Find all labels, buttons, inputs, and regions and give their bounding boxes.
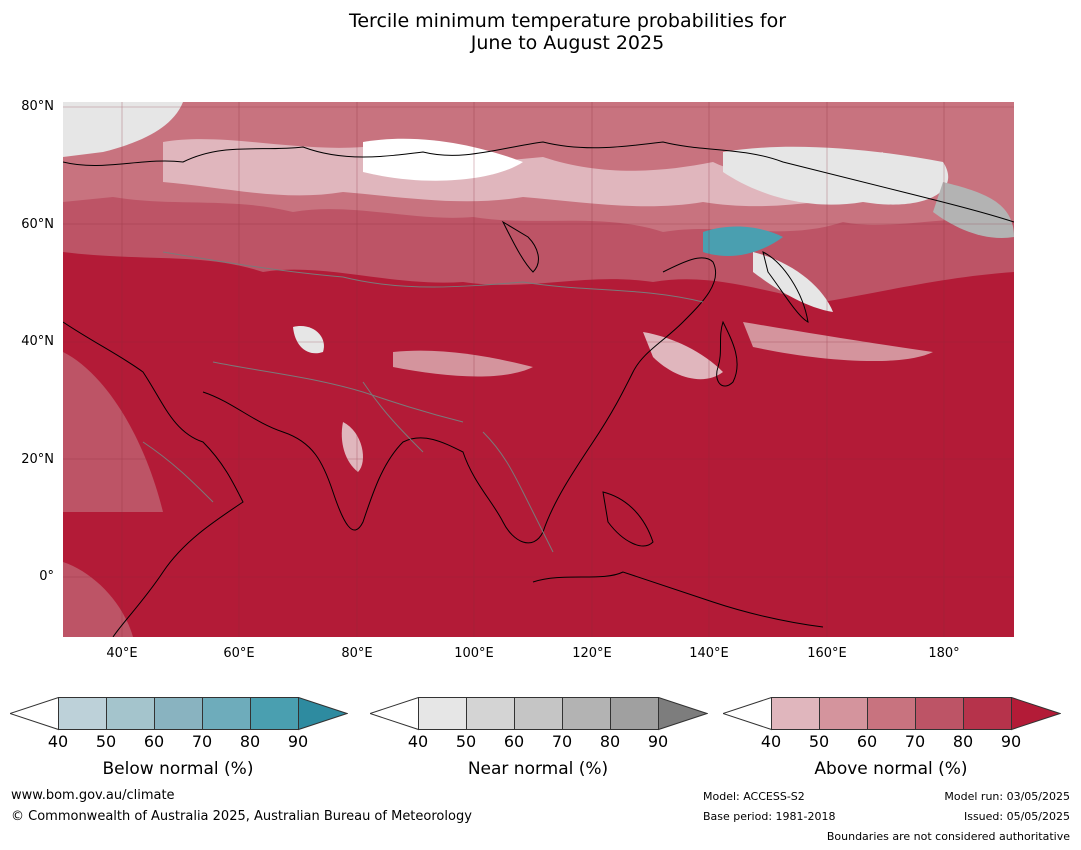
base-period: Base period: 1981-2018 [703,810,836,823]
lat-label-20n: 20°N [21,452,54,467]
zone-above-tibet [393,350,533,377]
probability-map [63,102,1014,637]
cb-above-tick: 40 [760,732,782,751]
cb-near-tick: 80 [599,732,621,751]
cb-above-tick: 50 [808,732,830,751]
colorbar-below-swatch-2 [106,697,155,730]
lon-label-180: 180° [928,646,960,661]
lat-label-80n: 80°N [21,99,54,114]
title-line-1: Tercile minimum temperature probabilitie… [348,10,787,32]
cb-below-tick: 90 [287,732,309,751]
lon-label-140e: 140°E [689,646,729,661]
colorbar-near-normal [370,697,708,731]
coastlines [63,141,1014,637]
zone-above-southwest [63,562,133,637]
colorbar-above-swatch-2 [819,697,868,730]
cb-near-tick: 60 [503,732,525,751]
issued-date: Issued: 05/05/2025 [963,810,1070,823]
map-svg [63,102,1014,637]
model-name: Model: ACCESS-S2 [703,790,805,803]
chart-title: Tercile minimum temperature probabilitie… [0,10,1081,54]
lat-label-0: 0° [39,569,54,584]
cb-below-tick: 50 [95,732,117,751]
cb-above-tick: 80 [952,732,974,751]
website-link[interactable]: www.bom.gov.au/climate [11,788,175,803]
zone-above-pacific [743,322,933,362]
zone-near-north-west [63,102,183,157]
colorbar-below-swatch-6 [298,697,348,731]
title-line-2: June to August 2025 [470,32,665,54]
graticule [63,102,1014,637]
cb-near-tick: 40 [407,732,429,751]
colorbar-above-swatch-6 [1011,697,1061,731]
cb-below-tick: 60 [143,732,165,751]
colorbar-near-swatch-3 [514,697,563,730]
cb-above-tick: 60 [856,732,878,751]
colorbar-above-swatch-0 [723,697,772,731]
boundaries-disclaimer: Boundaries are not considered authoritat… [826,830,1070,843]
colorbar-near-swatch-2 [466,697,515,730]
colorbar-below-normal [10,697,348,731]
cb-above-tick: 70 [904,732,926,751]
colorbar-near-swatch-4 [562,697,611,730]
model-run-date: Model run: 03/05/2025 [944,790,1070,803]
lon-label-160e: 160°E [807,646,847,661]
cb-below-tick: 40 [47,732,69,751]
lat-label-60n: 60°N [21,217,54,232]
colorbar-above-swatch-3 [867,697,916,730]
legend-title-near: Near normal (%) [467,759,609,779]
colorbar-below-swatch-3 [154,697,203,730]
colorbar-above-normal [723,697,1061,731]
cb-near-tick: 90 [647,732,669,751]
copyright-text: © Commonwealth of Australia 2025, Austra… [11,809,472,824]
colorbar-above-swatch-1 [771,697,820,730]
colorbar-below-swatch-0 [10,697,59,731]
lat-label-40n: 40°N [21,334,54,349]
legend-title-above: Above normal (%) [814,759,968,779]
colorbar-below-swatch-1 [58,697,107,730]
lon-label-100e: 100°E [454,646,494,661]
country-borders [142,251,704,553]
zone-near-siberia-east [723,146,949,205]
zone-above-east-africa [63,352,163,512]
colorbar-below-swatch-5 [250,697,299,730]
legend-title-below: Below normal (%) [102,759,254,779]
cb-near-tick: 70 [551,732,573,751]
colorbar-near-swatch-5 [610,697,659,730]
cb-above-tick: 90 [1000,732,1022,751]
zone-near-tarim [293,326,324,354]
colorbar-below-swatch-4 [202,697,251,730]
lon-label-80e: 80°E [341,646,373,661]
colorbar-near-swatch-1 [418,697,467,730]
zone-above-japan [643,332,723,380]
cb-near-tick: 50 [455,732,477,751]
colorbar-above-swatch-5 [963,697,1012,730]
lon-label-40e: 40°E [106,646,138,661]
lon-label-60e: 60°E [223,646,255,661]
cb-below-tick: 70 [191,732,213,751]
colorbar-near-swatch-0 [370,697,419,731]
zone-above-india [341,422,363,472]
colorbar-near-swatch-6 [658,697,708,731]
zone-below-okhotsk [703,226,783,257]
colorbar-above-swatch-4 [915,697,964,730]
cb-below-tick: 80 [239,732,261,751]
lon-label-120e: 120°E [572,646,612,661]
zone-neutral-siberia-west [363,138,523,181]
